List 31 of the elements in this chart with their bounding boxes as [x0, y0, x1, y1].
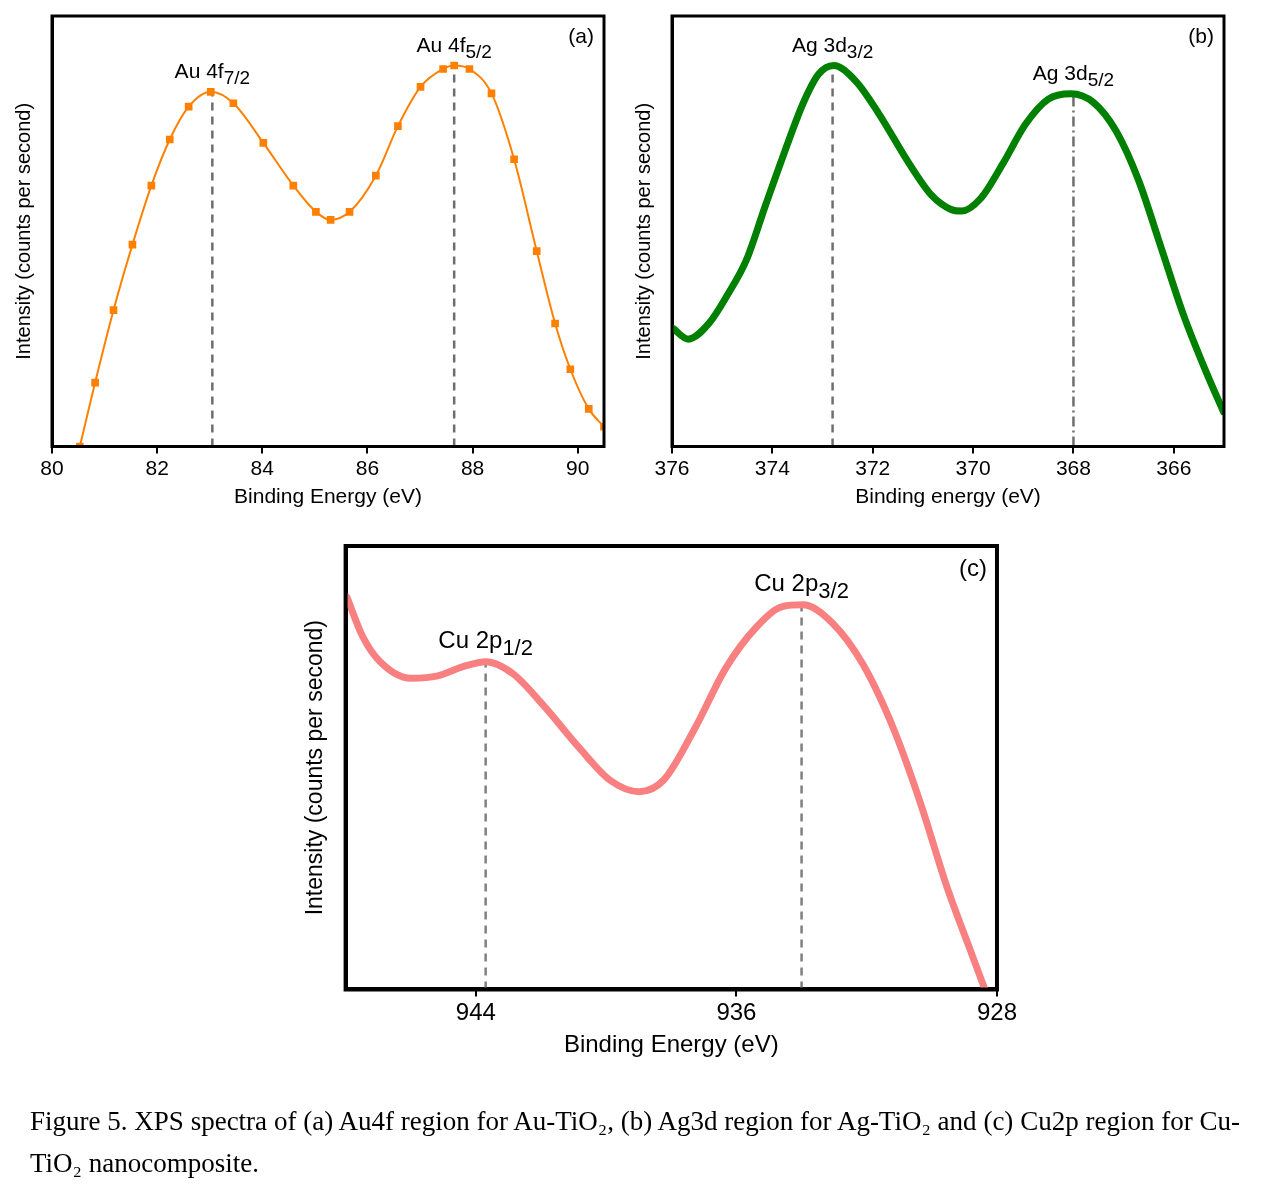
annotation: Ag 3d5/2: [1032, 60, 1115, 91]
x-tick-label: 370: [955, 456, 991, 479]
annotation: Au 4f5/2: [416, 32, 492, 62]
y-axis-title: Intensity (counts per second): [11, 102, 34, 360]
x-axis-title: Binding Energy (eV): [234, 484, 422, 508]
y-axis-title: Intensity (counts per second): [301, 620, 328, 916]
x-tick-label: 82: [145, 456, 169, 479]
x-tick-label: 944: [455, 998, 496, 1026]
x-axis-title: Binding Energy (eV): [563, 1030, 779, 1058]
x-tick-label: 936: [716, 998, 757, 1026]
x-tick-label: 90: [566, 456, 590, 479]
x-tick-label: 368: [1055, 456, 1091, 479]
y-axis-title: Intensity (counts per second): [631, 102, 654, 360]
x-axis-title: Binding energy (eV): [855, 484, 1041, 508]
annotation: Cu 2p3/2: [754, 568, 849, 604]
x-tick-label: 80: [40, 456, 64, 479]
x-tick-label: 366: [1156, 456, 1192, 479]
text: (b): [1188, 24, 1215, 47]
x-tick-label: 84: [250, 456, 275, 479]
text: (c): [958, 554, 987, 581]
x-tick-label: 376: [654, 456, 690, 479]
annotation: Au 4f7/2: [174, 58, 251, 89]
x-tick-label: 88: [460, 456, 485, 479]
annotation: Cu 2p1/2: [438, 625, 533, 660]
x-tick-label: 928: [976, 998, 1017, 1026]
annotation: Ag 3d3/2: [791, 32, 874, 62]
x-tick-label: 374: [754, 456, 791, 479]
text: (a): [568, 24, 595, 47]
x-tick-label: 86: [355, 456, 380, 479]
x-tick-label: 372: [855, 456, 891, 479]
caption: Figure 5. XPS spectra of (a) Au4f region for Au-TiO₂, (b) Ag3d region for Ag-TiO₂ and (c) Cu2p region for Cu-TiO₂ nanocomposite.: [30, 1105, 1240, 1180]
